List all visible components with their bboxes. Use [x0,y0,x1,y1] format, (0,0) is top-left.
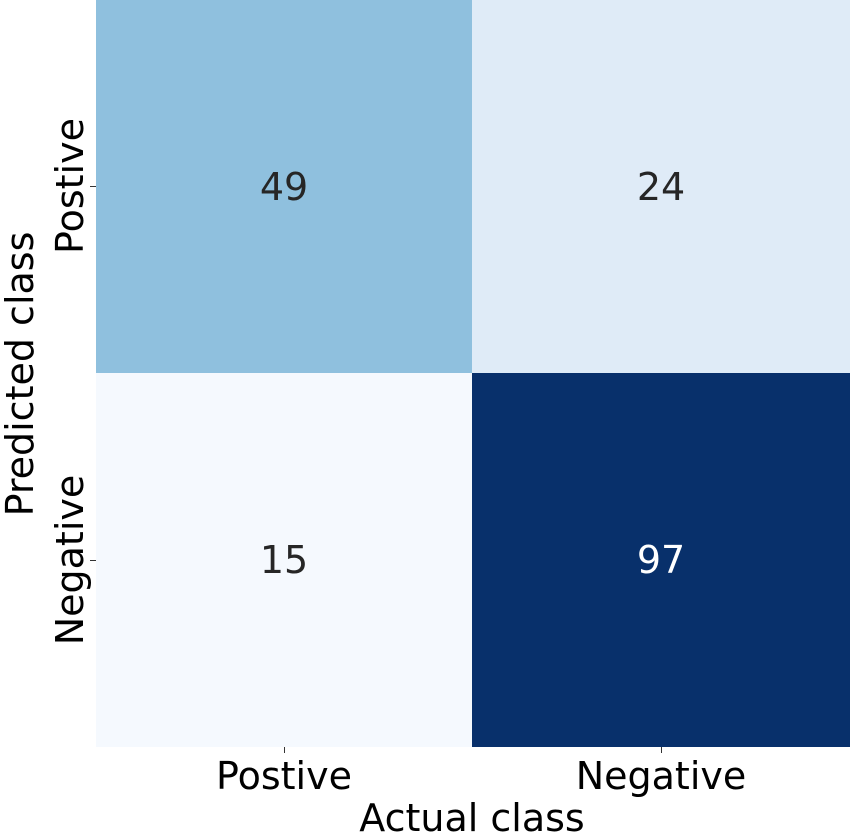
x-tick-mark [284,747,285,753]
x-tick-mark [661,747,662,753]
x-axis-title: Actual class [359,796,585,840]
x-tick-label-negative: Negative [575,754,747,798]
y-tick-mark [90,186,96,187]
y-tick-label-positive: Postive [48,118,92,254]
y-axis-title: Predicted class [0,231,42,517]
cell-tn: 97 [472,373,850,747]
cell-value: 15 [259,538,309,582]
cell-fp: 24 [472,0,850,373]
y-tick-mark [90,560,96,561]
cell-value: 97 [636,538,686,582]
cell-tp: 49 [96,0,472,373]
x-tick-label-positive: Postive [216,754,352,798]
cell-value: 49 [259,164,309,209]
cell-value: 24 [636,164,686,209]
cell-fn: 15 [96,373,472,747]
y-tick-label-negative: Negative [48,474,92,646]
